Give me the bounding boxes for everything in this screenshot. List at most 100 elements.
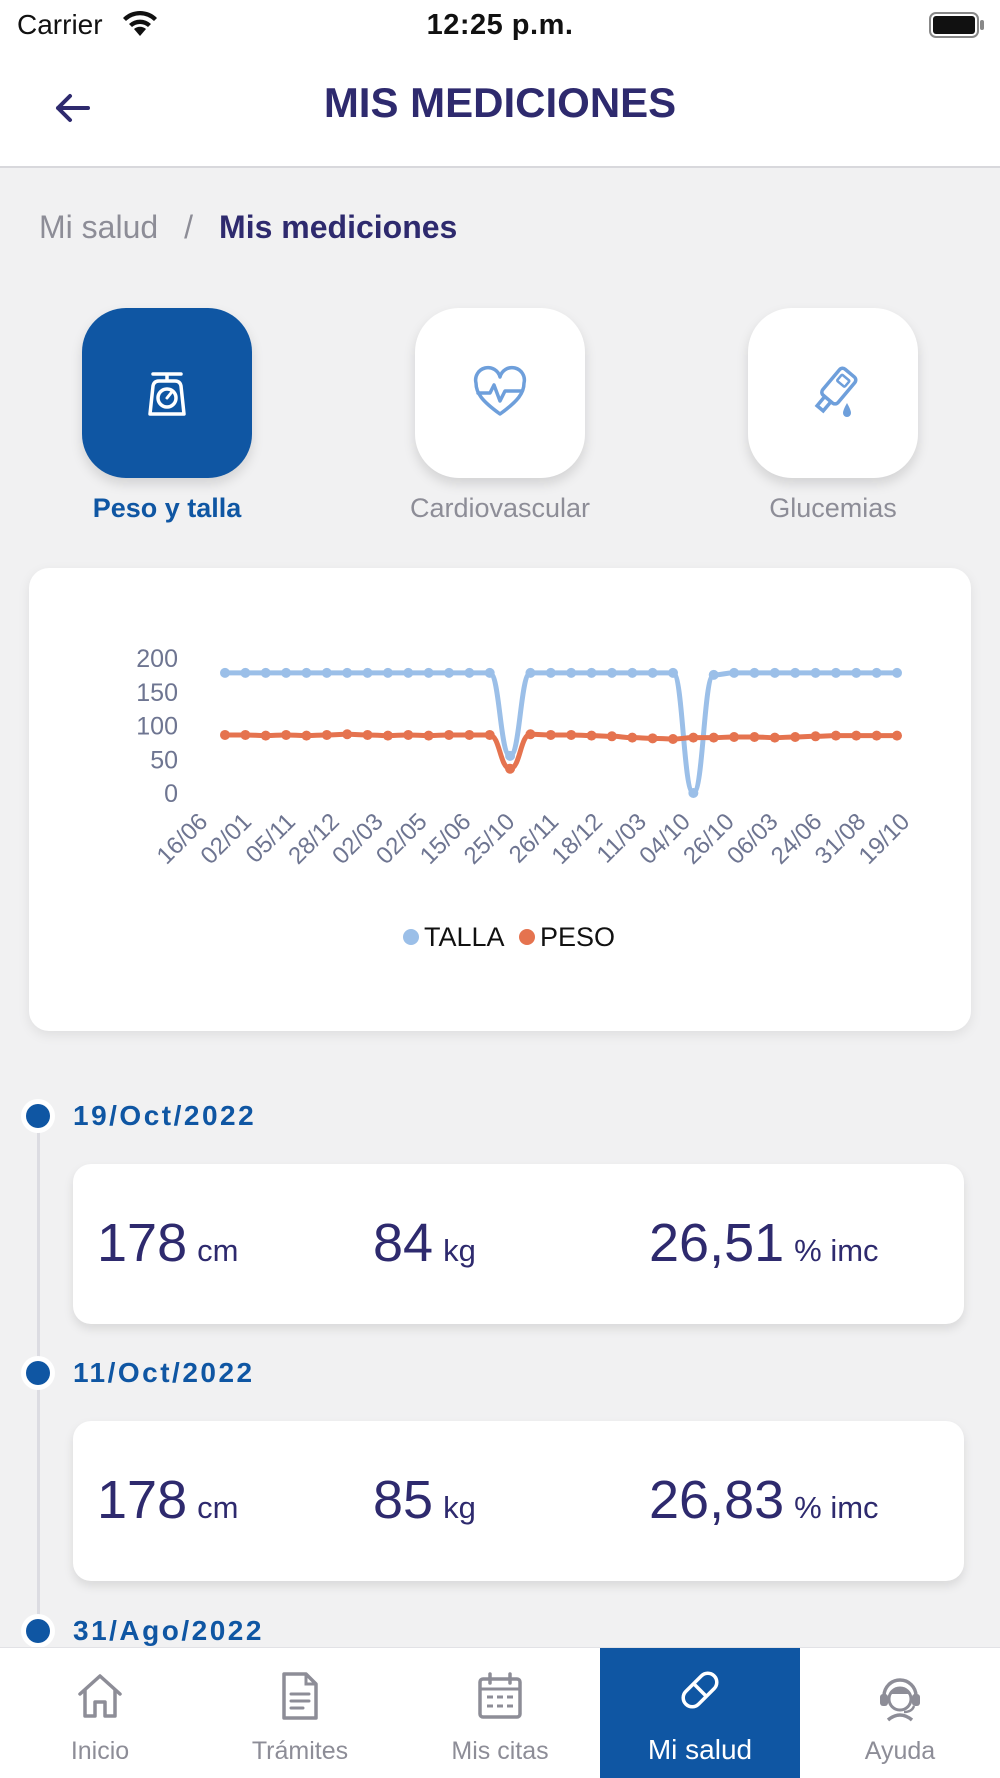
height-value: 178 cm bbox=[97, 1469, 238, 1531]
weight-value: 85 kg bbox=[373, 1469, 476, 1531]
data-point-talla bbox=[668, 667, 678, 678]
data-point-peso bbox=[220, 729, 230, 740]
legend-label-talla: TALLA bbox=[424, 922, 505, 952]
heart-pulse-icon bbox=[473, 365, 527, 416]
category-glucemias-label: Glucemias bbox=[769, 493, 897, 523]
x-tick-label: 02/05 bbox=[371, 808, 433, 870]
y-tick-label: 0 bbox=[164, 780, 178, 808]
tab-ayuda-label: Ayuda bbox=[864, 1737, 936, 1765]
data-point-peso bbox=[484, 729, 495, 740]
tab-mi-salud[interactable]: Mi salud bbox=[600, 1648, 800, 1778]
x-tick-label: 02/03 bbox=[327, 808, 389, 870]
data-point-talla bbox=[484, 667, 495, 678]
data-point-talla bbox=[708, 669, 719, 680]
category-peso-talla-button[interactable] bbox=[82, 308, 252, 478]
category-glucemias[interactable]: Glucemias bbox=[748, 308, 918, 523]
data-point-peso bbox=[301, 730, 312, 741]
data-point-peso bbox=[627, 732, 638, 743]
data-point-talla bbox=[790, 667, 801, 678]
x-tick-label: 18/12 bbox=[547, 808, 609, 870]
page-title: MIS MEDICIONES bbox=[323, 79, 677, 126]
data-point-talla bbox=[342, 667, 353, 678]
measurement-date: 11/Oct/2022 bbox=[73, 1357, 255, 1388]
measurement-date: 19/Oct/2022 bbox=[73, 1100, 257, 1131]
measurement-date: 31/Ago/2022 bbox=[73, 1615, 264, 1646]
data-point-talla bbox=[871, 667, 882, 678]
measurement-card[interactable]: 178 cm 84 kg 26,51 % imc bbox=[73, 1164, 964, 1324]
y-tick-label: 100 bbox=[136, 713, 178, 741]
data-point-talla bbox=[851, 667, 862, 678]
data-point-talla bbox=[423, 667, 434, 678]
data-point-peso bbox=[830, 730, 841, 741]
tab-ayuda[interactable]: Ayuda bbox=[800, 1648, 1000, 1778]
data-point-talla bbox=[606, 667, 617, 678]
document-icon bbox=[282, 1672, 318, 1720]
x-tick-label: 02/01 bbox=[196, 808, 258, 870]
data-point-peso bbox=[647, 733, 658, 744]
x-tick-label: 26/10 bbox=[678, 808, 740, 870]
data-point-peso bbox=[708, 732, 719, 743]
calendar-icon bbox=[478, 1672, 522, 1719]
data-point-talla bbox=[281, 667, 292, 678]
data-point-peso bbox=[790, 731, 801, 742]
tab-inicio-label: Inicio bbox=[70, 1737, 130, 1765]
support-agent-icon bbox=[880, 1678, 920, 1722]
breadcrumb-current: Mis mediciones bbox=[219, 209, 458, 245]
x-tick-label: 06/03 bbox=[722, 808, 784, 870]
breadcrumb: Mi salud / Mis mediciones bbox=[39, 209, 457, 246]
breadcrumb-separator: / bbox=[184, 209, 194, 245]
bmi-value: 26,51 % imc bbox=[649, 1212, 879, 1274]
data-point-talla bbox=[647, 667, 658, 678]
data-point-peso bbox=[240, 729, 251, 740]
category-cardiovascular[interactable]: Cardiovascular bbox=[410, 308, 590, 523]
data-point-talla bbox=[627, 667, 638, 678]
data-point-talla bbox=[749, 667, 760, 678]
x-tick-label: 31/08 bbox=[810, 808, 872, 870]
category-glucemias-button[interactable] bbox=[748, 308, 918, 478]
data-point-peso bbox=[810, 731, 821, 742]
data-point-talla bbox=[220, 667, 230, 678]
data-point-talla bbox=[464, 667, 475, 678]
glucose-meter-icon bbox=[814, 366, 858, 417]
data-point-peso bbox=[382, 730, 393, 741]
timeline-dot bbox=[21, 1099, 55, 1133]
data-point-talla bbox=[321, 667, 332, 678]
height-number: 178 bbox=[97, 1213, 188, 1273]
bmi-value: 26,83 % imc bbox=[649, 1469, 879, 1531]
bmi-unit: % imc bbox=[794, 1490, 879, 1525]
data-point-peso bbox=[545, 729, 556, 740]
bmi-number: 26,83 bbox=[649, 1470, 785, 1530]
x-tick-label: 16/06 bbox=[152, 808, 214, 870]
tab-inicio[interactable]: Inicio bbox=[0, 1648, 200, 1778]
x-tick-label: 19/10 bbox=[854, 808, 916, 870]
category-cardiovascular-button[interactable] bbox=[415, 308, 585, 478]
tab-tramites[interactable]: Trámites bbox=[200, 1648, 400, 1778]
data-point-peso bbox=[688, 732, 699, 743]
measurement-card[interactable]: 178 cm 85 kg 26,83 % imc bbox=[73, 1421, 964, 1581]
back-arrow-icon[interactable] bbox=[48, 88, 98, 128]
data-point-peso bbox=[260, 730, 271, 741]
y-tick-label: 150 bbox=[136, 679, 178, 707]
data-point-talla bbox=[240, 667, 251, 678]
measurements-chart-card: 0 50 100 150 200 16/06 02/01 05/11 28/12 02/03 02/… bbox=[29, 568, 971, 1031]
tab-tramites-label: Trámites bbox=[251, 1737, 349, 1765]
x-tick-label: 25/10 bbox=[459, 808, 521, 870]
height-unit: cm bbox=[197, 1490, 239, 1525]
timeline-dot bbox=[21, 1356, 55, 1390]
data-point-peso bbox=[606, 731, 617, 742]
tab-mis-citas[interactable]: Mis citas bbox=[400, 1648, 600, 1778]
x-tick-label: 15/06 bbox=[415, 808, 477, 870]
data-point-talla bbox=[566, 667, 577, 678]
y-tick-label: 50 bbox=[150, 746, 178, 774]
data-point-peso bbox=[729, 731, 740, 742]
breadcrumb-parent-link[interactable]: Mi salud bbox=[39, 209, 159, 245]
data-point-peso bbox=[668, 734, 678, 744]
x-tick-label: 04/10 bbox=[634, 808, 696, 870]
pill-icon bbox=[681, 1671, 719, 1709]
bmi-unit: % imc bbox=[794, 1233, 879, 1268]
data-point-talla bbox=[892, 667, 902, 678]
category-cardiovascular-label: Cardiovascular bbox=[409, 493, 591, 523]
data-point-talla bbox=[525, 667, 536, 678]
category-peso-talla[interactable]: Peso y talla bbox=[82, 308, 252, 523]
data-point-peso bbox=[749, 731, 760, 742]
